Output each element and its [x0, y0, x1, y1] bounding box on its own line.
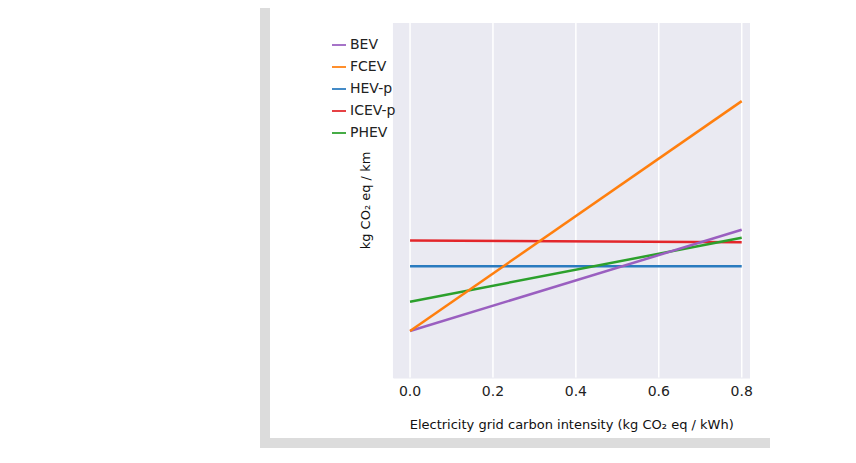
svg-text:0.6: 0.6 — [648, 383, 670, 399]
svg-text:0.2: 0.2 — [482, 383, 504, 399]
svg-text:0.8: 0.8 — [731, 383, 753, 399]
html-text:PHEV: PHEV — [350, 124, 388, 140]
svg-text:kg CO₂ eq / km: kg CO₂ eq / km — [358, 152, 373, 250]
svg-text:0.0: 0.0 — [399, 383, 421, 399]
html-text:HEV-p: HEV-p — [350, 80, 393, 96]
svg-text:Electricity grid carbon intens: Electricity grid carbon intensity (kg CO… — [410, 417, 734, 432]
svg-text:0.4: 0.4 — [565, 383, 587, 399]
html-text:ICEV-p: ICEV-p — [350, 102, 396, 118]
html-text:BEV: BEV — [350, 36, 378, 52]
html-text:FCEV: FCEV — [350, 58, 387, 74]
